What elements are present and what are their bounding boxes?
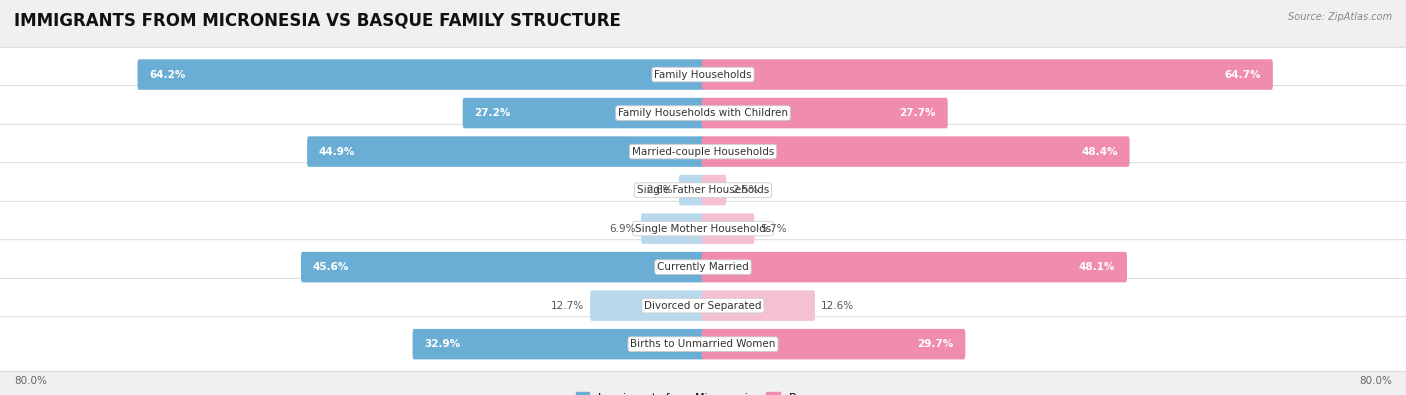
FancyBboxPatch shape: [702, 59, 1272, 90]
FancyBboxPatch shape: [0, 240, 1406, 294]
FancyBboxPatch shape: [679, 175, 704, 205]
FancyBboxPatch shape: [702, 175, 727, 205]
Text: 12.7%: 12.7%: [551, 301, 585, 310]
Text: Single Father Households: Single Father Households: [637, 185, 769, 195]
Text: Single Mother Households: Single Mother Households: [636, 224, 770, 233]
FancyBboxPatch shape: [0, 124, 1406, 179]
Text: 2.5%: 2.5%: [733, 185, 758, 195]
FancyBboxPatch shape: [702, 329, 966, 359]
Text: Married-couple Households: Married-couple Households: [631, 147, 775, 156]
Text: Divorced or Separated: Divorced or Separated: [644, 301, 762, 310]
FancyBboxPatch shape: [702, 252, 1128, 282]
FancyBboxPatch shape: [0, 317, 1406, 371]
FancyBboxPatch shape: [702, 290, 815, 321]
Text: 44.9%: 44.9%: [319, 147, 356, 156]
Text: 45.6%: 45.6%: [314, 262, 349, 272]
Text: 48.1%: 48.1%: [1078, 262, 1115, 272]
Text: Births to Unmarried Women: Births to Unmarried Women: [630, 339, 776, 349]
FancyBboxPatch shape: [702, 98, 948, 128]
FancyBboxPatch shape: [702, 213, 755, 244]
FancyBboxPatch shape: [301, 252, 704, 282]
Text: 64.7%: 64.7%: [1225, 70, 1261, 79]
FancyBboxPatch shape: [641, 213, 704, 244]
Text: 12.6%: 12.6%: [821, 301, 853, 310]
Text: 29.7%: 29.7%: [917, 339, 953, 349]
FancyBboxPatch shape: [591, 290, 704, 321]
Text: 27.7%: 27.7%: [900, 108, 936, 118]
Text: Family Households: Family Households: [654, 70, 752, 79]
FancyBboxPatch shape: [0, 86, 1406, 140]
FancyBboxPatch shape: [702, 136, 1129, 167]
Text: 48.4%: 48.4%: [1081, 147, 1118, 156]
Text: Family Households with Children: Family Households with Children: [619, 108, 787, 118]
Text: 6.9%: 6.9%: [609, 224, 636, 233]
Text: 32.9%: 32.9%: [425, 339, 461, 349]
FancyBboxPatch shape: [307, 136, 704, 167]
FancyBboxPatch shape: [412, 329, 704, 359]
Legend: Immigrants from Micronesia, Basque: Immigrants from Micronesia, Basque: [572, 388, 834, 395]
FancyBboxPatch shape: [0, 201, 1406, 256]
Text: 64.2%: 64.2%: [149, 70, 186, 79]
FancyBboxPatch shape: [0, 278, 1406, 333]
Text: 5.7%: 5.7%: [761, 224, 786, 233]
FancyBboxPatch shape: [0, 47, 1406, 102]
FancyBboxPatch shape: [463, 98, 704, 128]
Text: 2.6%: 2.6%: [647, 185, 673, 195]
Text: Currently Married: Currently Married: [657, 262, 749, 272]
Text: Source: ZipAtlas.com: Source: ZipAtlas.com: [1288, 12, 1392, 22]
FancyBboxPatch shape: [138, 59, 704, 90]
Text: 80.0%: 80.0%: [14, 376, 46, 386]
Text: 27.2%: 27.2%: [475, 108, 510, 118]
FancyBboxPatch shape: [0, 163, 1406, 217]
Text: IMMIGRANTS FROM MICRONESIA VS BASQUE FAMILY STRUCTURE: IMMIGRANTS FROM MICRONESIA VS BASQUE FAM…: [14, 12, 621, 30]
Text: 80.0%: 80.0%: [1360, 376, 1392, 386]
